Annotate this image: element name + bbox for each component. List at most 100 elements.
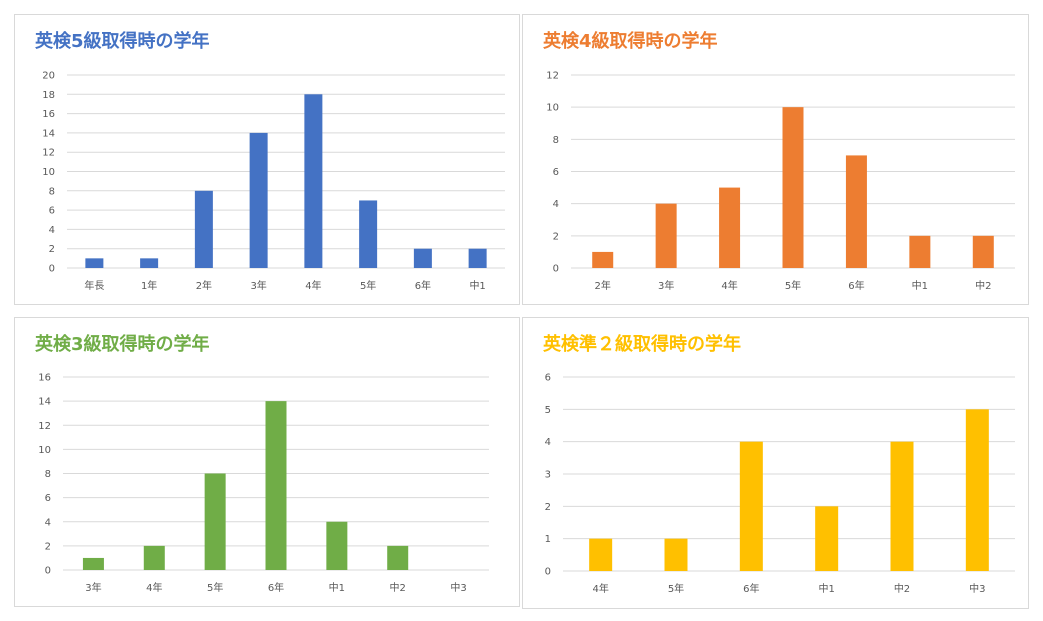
x-tick-label: 5年 [668,582,684,595]
y-tick-label: 1 [545,534,551,545]
chart-panel-eiken-3: 英検3級取得時の学年 0 2 4 6 8 10 12 14 16 3年 4年 5年 6年 中1 中2 中3 [14,317,520,607]
y-tick-label: 8 [49,186,55,197]
bar [265,401,287,570]
x-tick-label: 6年 [268,581,284,594]
bar [249,132,268,268]
y-tick-label: 0 [45,566,51,577]
chart-title: 英検5級取得時の学年 [35,31,210,52]
y-tick-label: 14 [38,397,51,408]
x-tick-label: 年長 [84,279,104,292]
bar [326,521,348,570]
x-tick-label: 5年 [207,581,223,594]
x-tick-label: 中3 [969,582,985,595]
y-tick-label: 12 [38,421,51,432]
y-tick-label: 4 [553,199,559,210]
y-tick-label: 0 [553,264,559,275]
x-tick-label: 中3 [450,581,466,594]
y-tick-label: 10 [42,167,55,178]
bar [304,94,323,268]
x-tick-label: 中2 [975,279,991,292]
bar-chart: 0 2 4 6 8 10 12 14 16 3年 4年 5年 6年 中1 中2 中3 [38,373,489,594]
chart-title: 英検3級取得時の学年 [35,334,210,355]
y-tick-label: 4 [545,437,551,448]
y-tick-label: 16 [38,373,51,384]
bar [204,473,226,570]
x-tick-label: 4年 [305,279,321,292]
bar [143,545,165,570]
bar [468,248,487,268]
bar [655,203,677,268]
y-tick-label: 8 [45,469,51,480]
x-tick-label: 中2 [894,582,910,595]
y-tick-label: 0 [545,567,551,578]
x-tick-label: 中1 [912,279,928,292]
x-tick-label: 中1 [469,279,485,292]
y-tick-label: 2 [49,244,55,255]
bar-chart: 0 1 2 3 4 5 6 4年 5年 6年 中1 中2 中3 [545,373,1015,595]
bar [359,200,378,268]
bar [815,506,839,571]
x-tick-label: 6年 [415,279,431,292]
bar [413,248,432,268]
y-tick-label: 3 [545,470,551,481]
bar-chart: 0 2 4 6 8 10 12 2年 3年 4年 5年 6年 中1 中2 [546,71,1015,292]
chart-title: 英検4級取得時の学年 [543,31,718,52]
chart-title: 英検準２級取得時の学年 [543,334,741,355]
x-tick-label: 中2 [390,581,406,594]
x-tick-label: 3年 [250,279,266,292]
y-tick-label: 6 [553,167,559,178]
bar [845,155,867,268]
y-tick-label: 4 [49,225,55,236]
y-tick-label: 4 [45,517,51,528]
y-tick-label: 10 [38,445,51,456]
y-tick-label: 5 [545,405,551,416]
x-tick-label: 4年 [592,582,608,595]
y-tick-label: 6 [45,493,51,504]
x-tick-label: 6年 [848,279,864,292]
bar [140,258,159,268]
x-tick-label: 3年 [658,279,674,292]
bar [909,235,931,268]
bar [782,107,804,269]
x-tick-label: 1年 [141,279,157,292]
y-tick-label: 14 [42,128,55,139]
y-tick-label: 2 [545,502,551,513]
bar [82,557,104,570]
y-tick-label: 10 [546,103,559,114]
x-tick-label: 4年 [146,581,162,594]
bar [85,258,104,268]
chart-panel-eiken-5: 英検5級取得時の学年 0 2 4 6 8 10 12 14 16 18 20 年長 1年 2年 3年 4年 5年… [14,14,520,305]
bar [739,441,763,571]
chart-panel-eiken-pre2: 英検準２級取得時の学年 0 1 2 3 4 5 6 4年 5年 6年 中1 中2 中3 [522,317,1029,609]
bar [194,190,213,268]
x-tick-label: 中1 [818,582,834,595]
y-tick-label: 0 [49,264,55,275]
y-tick-label: 18 [42,90,55,101]
x-tick-label: 2年 [196,279,212,292]
x-tick-label: 3年 [85,581,101,594]
bar [972,235,994,268]
x-tick-label: 6年 [743,582,759,595]
y-tick-label: 6 [545,373,551,384]
x-tick-label: 5年 [785,279,801,292]
x-tick-label: 5年 [360,279,376,292]
y-tick-label: 16 [42,109,55,120]
bar [965,409,989,571]
y-tick-label: 12 [546,71,559,82]
chart-panel-eiken-4: 英検4級取得時の学年 0 2 4 6 8 10 12 2年 3年 4年 5年 6年 中1 中2 [522,14,1029,305]
y-tick-label: 8 [553,135,559,146]
x-tick-label: 中1 [329,581,345,594]
x-tick-label: 4年 [721,279,737,292]
bar [589,538,613,571]
y-tick-label: 2 [45,541,51,552]
y-tick-label: 2 [553,231,559,242]
bar-chart: 0 2 4 6 8 10 12 14 16 18 20 年長 1年 2年 3年 4年 5年 6年 中1 [42,71,505,292]
bar [387,545,409,570]
bar [890,441,914,571]
x-tick-label: 2年 [595,279,611,292]
bar [664,538,688,571]
y-tick-label: 20 [42,71,55,82]
y-tick-label: 12 [42,148,55,159]
y-tick-label: 6 [49,206,55,217]
bar [719,187,741,268]
